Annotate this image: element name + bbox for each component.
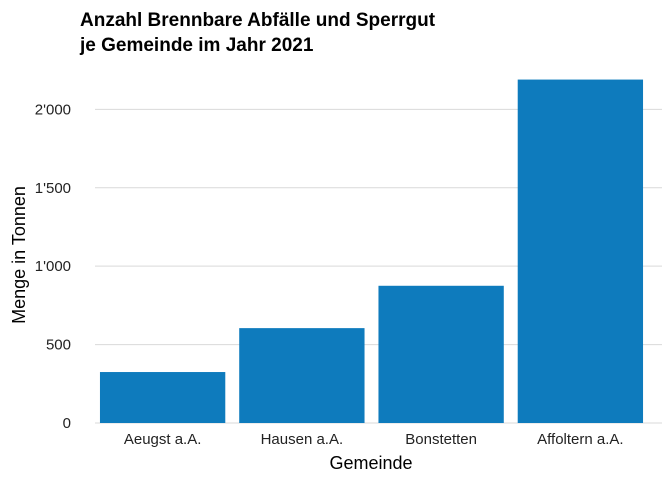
x-tick-label: Affoltern a.A. [537,431,623,448]
x-axis-ticks: Aeugst a.A. Hausen a.A. Bonstetten Affolter… [124,431,624,448]
bar-aeugst-a-a [99,372,226,423]
bars [99,79,644,424]
x-tick-label: Hausen a.A. [261,431,344,448]
bar-affoltern-a-a [517,79,644,424]
y-axis-label: Menge in Tonnen [9,186,29,324]
x-axis-label: Gemeinde [329,453,412,473]
x-tick-label: Bonstetten [405,431,477,448]
y-tick-label: 1'000 [35,258,71,275]
bar-bonstetten [378,285,504,423]
chart-title-line-2: je Gemeinde im Jahr 2021 [79,35,314,56]
y-axis-ticks: 0 500 1'000 1'500 2'000 [35,101,71,432]
y-tick-label: 500 [46,337,71,354]
y-tick-label: 0 [63,415,71,432]
y-tick-label: 1'500 [35,180,71,197]
bar-hausen-a-a [239,328,365,423]
x-tick-label: Aeugst a.A. [124,431,202,448]
chart-title-line-1: Anzahl Brennbare Abfälle und Sperrgut [80,10,436,31]
y-tick-label: 2'000 [35,101,71,118]
